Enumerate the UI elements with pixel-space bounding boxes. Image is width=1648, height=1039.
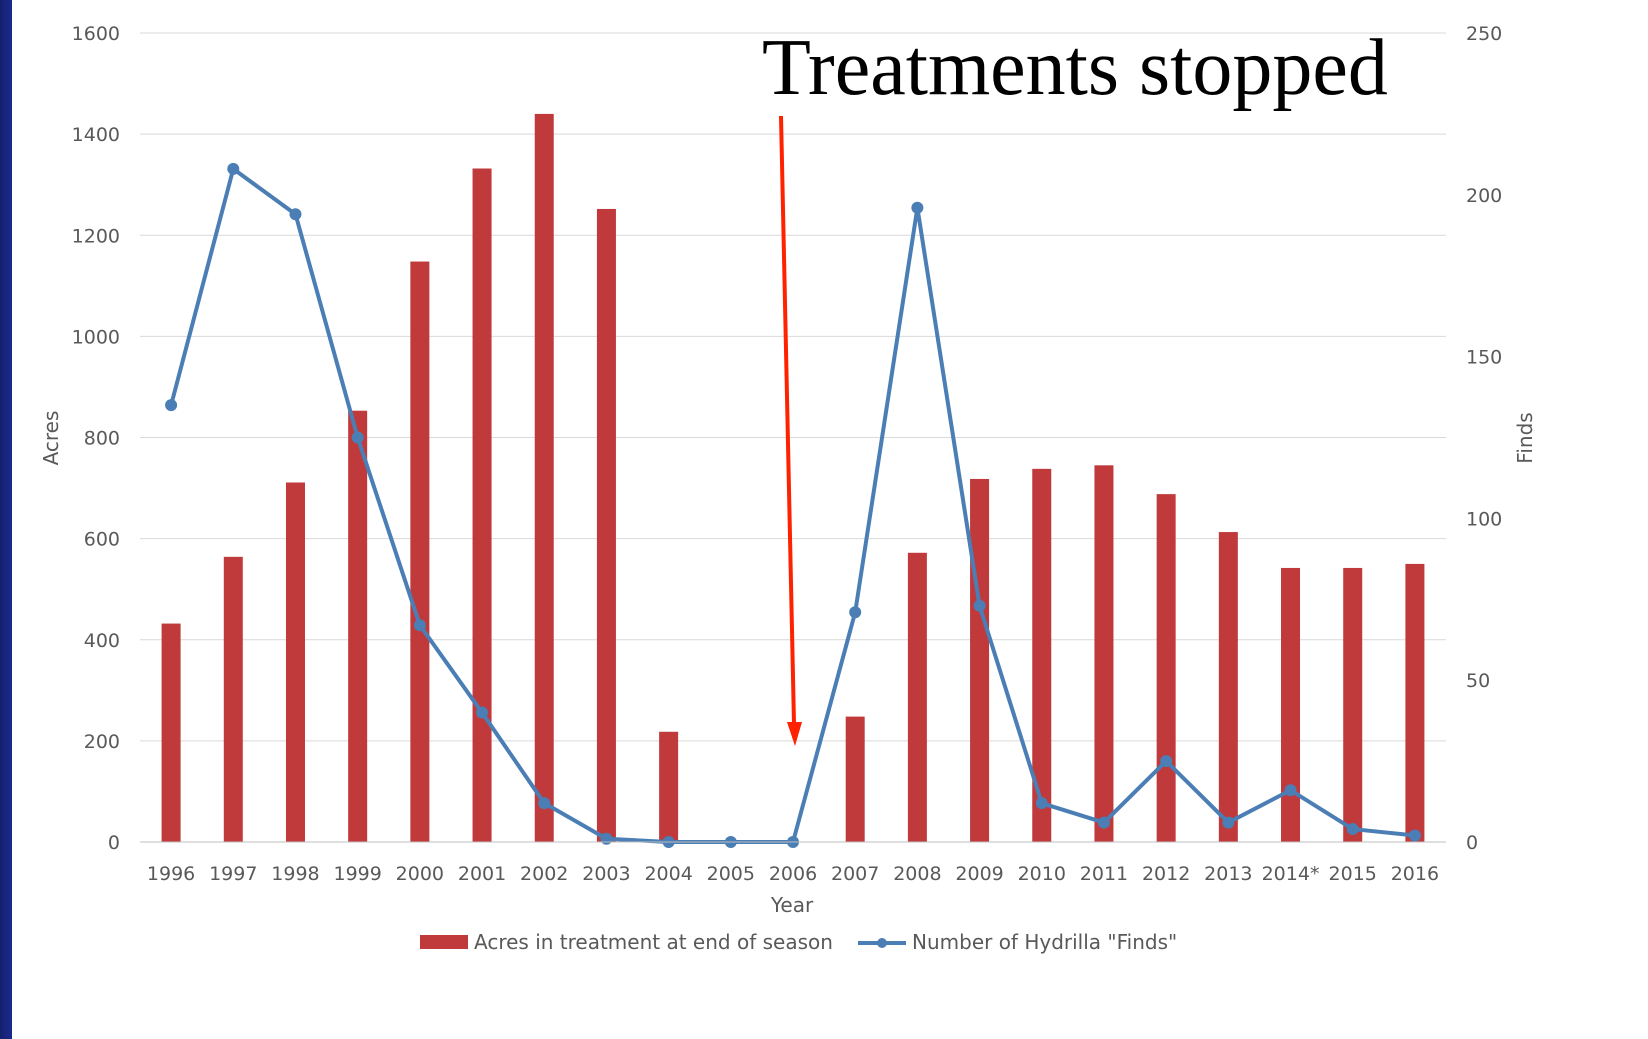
x-tick-label: 2000 [396,863,444,885]
line-point [227,162,240,175]
y-tick-label: 1000 [72,326,120,348]
y2-axis-title: Finds [1513,412,1537,463]
x-tick-label: 2012 [1142,863,1190,885]
x-tick-label: 1996 [147,863,195,885]
line-point [538,797,551,810]
line-point [1160,755,1173,768]
line-point [413,619,426,632]
line-point [911,201,924,214]
x-tick-label: 2004 [644,863,692,885]
legend: Acres in treatment at end of season Numb… [420,930,1177,954]
y-tick-label: 400 [84,630,120,652]
x-tick-label: 2014* [1262,863,1320,885]
line-point [289,208,302,221]
line-point [1284,784,1297,797]
x-tick-label: 2001 [458,863,506,885]
annotation-arrow-group [779,115,802,746]
line-point [600,832,613,845]
annotation-text: Treatments stopped [762,24,1388,112]
line-point [476,706,489,719]
legend-bar-swatch [420,935,468,949]
x-tick-label: 2011 [1080,863,1128,885]
x-tick-label: 2010 [1018,863,1066,885]
line-point [849,606,862,619]
x-tick-label: 2008 [893,863,941,885]
x-tick-label: 2007 [831,863,879,885]
line-point [1035,797,1048,810]
x-tick-label: 1997 [209,863,257,885]
bar [1343,567,1363,842]
annotation-arrow [779,115,796,725]
y2-tick-label: 50 [1466,670,1490,692]
line-point [1222,816,1235,829]
bar [1218,532,1238,842]
x-tick-label: 2015 [1329,863,1377,885]
legend-line-label: Number of Hydrilla "Finds" [912,930,1177,954]
bar [1032,468,1052,842]
y-axis-title: Acres [39,411,63,466]
y-tick-label: 1600 [72,23,120,45]
bar [970,478,990,842]
y-tick-label: 800 [84,428,120,450]
x-tick-label: 2009 [955,863,1003,885]
bar [348,410,368,842]
bar-series [161,113,1425,842]
bar [410,261,430,842]
annotation-arrowhead [787,722,802,746]
y2-tick-label: 0 [1466,832,1478,854]
y-tick-label: 600 [84,529,120,551]
bar [534,113,554,842]
bar [472,168,492,842]
hydrilla-chart: 0 200 400 600 800 1000 1200 1400 1600 0 50 100 150 20… [39,23,1537,954]
y-tick-label: 0 [108,832,120,854]
line-point [1346,823,1359,836]
bar [285,482,305,842]
x-tick-label: 2005 [707,863,755,885]
bar [907,552,927,842]
y2-tick-label: 100 [1466,508,1502,530]
line-point [1408,829,1421,842]
x-tick-label: 2002 [520,863,568,885]
y-tick-label: 1200 [72,225,120,247]
bar [1281,567,1301,842]
chart-frame: 0 200 400 600 800 1000 1200 1400 1600 0 50 100 150 20… [12,6,1648,1039]
legend-bar-label: Acres in treatment at end of season [474,930,833,954]
legend-line-marker [877,938,887,948]
x-tick-label: 2006 [769,863,817,885]
bar [659,731,679,842]
bar [1094,465,1114,842]
bar [845,716,865,842]
axes: 0 200 400 600 800 1000 1200 1400 1600 0 50 100 150 20… [72,23,1503,885]
bar [1405,563,1425,842]
x-tick-label: 2016 [1391,863,1439,885]
bar [161,623,181,842]
line-point [1097,816,1110,829]
x-axis-title: Year [770,893,814,917]
bar [223,556,243,842]
bar [596,208,616,842]
y2-tick-label: 250 [1466,23,1502,45]
y2-tick-label: 200 [1466,185,1502,207]
y2-tick-label: 150 [1466,347,1502,369]
y-tick-label: 1400 [72,124,120,146]
line-point [351,431,364,444]
x-tick-label: 2003 [582,863,630,885]
line-point [165,399,178,412]
bar [1156,494,1176,842]
line-point [973,599,986,612]
x-tick-label: 2013 [1204,863,1252,885]
x-tick-label: 1998 [271,863,319,885]
x-tick-label: 1999 [333,863,381,885]
y-tick-label: 200 [84,731,120,753]
